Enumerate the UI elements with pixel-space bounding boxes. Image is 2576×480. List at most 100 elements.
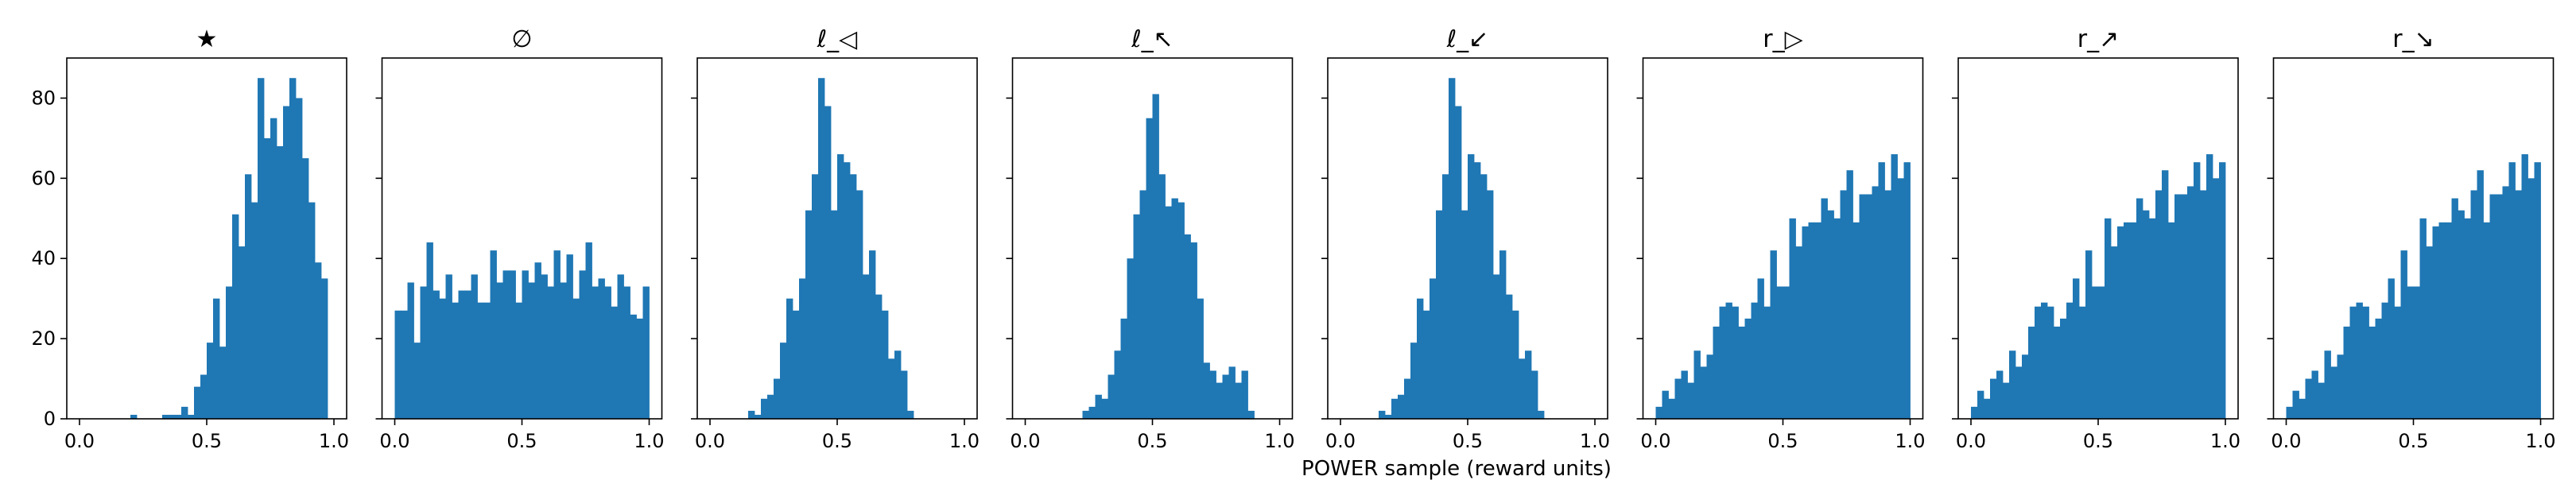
histogram-bar bbox=[302, 158, 309, 420]
bar-series bbox=[130, 78, 328, 420]
histogram-bar bbox=[2343, 326, 2350, 419]
histogram-bar bbox=[894, 350, 902, 419]
panel-5: ℓ_↙ 0.0 0.5 1.0 bbox=[1321, 25, 1610, 452]
histogram-bar bbox=[793, 310, 800, 419]
histogram-bar bbox=[2400, 250, 2407, 419]
histogram-bar bbox=[1878, 162, 1885, 419]
histogram-bar bbox=[413, 343, 421, 419]
histogram-bar bbox=[2451, 198, 2458, 419]
histogram-bar bbox=[1468, 154, 1475, 419]
histogram-bar bbox=[308, 202, 316, 419]
histogram-bar bbox=[2445, 222, 2452, 419]
histogram-bar bbox=[1821, 198, 1828, 419]
histogram-bar bbox=[875, 294, 883, 419]
histogram-bar bbox=[169, 414, 176, 419]
histogram-bar bbox=[1139, 190, 1146, 419]
histogram-bar bbox=[2194, 162, 2201, 419]
histogram-bar bbox=[1732, 306, 1739, 419]
histogram-bar bbox=[1088, 406, 1096, 419]
histogram-bar bbox=[2330, 366, 2337, 419]
histogram-bar bbox=[1700, 366, 1707, 419]
bar-series bbox=[1655, 154, 1911, 420]
histogram-bar bbox=[1423, 310, 1430, 419]
x-tick-label: 1.0 bbox=[2210, 430, 2240, 452]
histogram-bar bbox=[1177, 202, 1185, 419]
x-tick-label: 0.0 bbox=[2271, 430, 2301, 452]
y-tick-label: 40 bbox=[31, 247, 56, 269]
x-tick-label: 0.0 bbox=[1010, 430, 1040, 452]
histogram-bar bbox=[1158, 174, 1166, 420]
histogram-bar bbox=[1538, 410, 1545, 419]
histogram-bar bbox=[258, 78, 265, 419]
histogram-bar bbox=[2394, 306, 2401, 419]
histogram-bar bbox=[623, 286, 630, 419]
histogram-bar bbox=[888, 358, 895, 419]
histogram-bar bbox=[1228, 366, 1236, 419]
histogram-bar bbox=[1751, 302, 1758, 419]
histogram-bar bbox=[755, 414, 762, 419]
histogram-bar bbox=[1977, 390, 1984, 419]
histogram-bar bbox=[1770, 250, 1777, 419]
histogram-bar bbox=[1795, 246, 1802, 419]
histogram-bar bbox=[1719, 306, 1726, 419]
histogram-bar bbox=[1984, 398, 1991, 419]
histogram-bar bbox=[1789, 218, 1796, 419]
x-tick-label: 1.0 bbox=[634, 430, 664, 452]
histogram-bar bbox=[2155, 190, 2163, 419]
histogram-bar bbox=[2311, 370, 2318, 419]
histogram-bar bbox=[1738, 326, 1745, 419]
histogram-bar bbox=[907, 410, 914, 419]
histogram-bar bbox=[194, 386, 201, 419]
histogram-bar bbox=[181, 406, 188, 419]
histogram-bar bbox=[245, 174, 252, 420]
histogram-bar bbox=[509, 270, 516, 419]
x-tick-label: 1.0 bbox=[949, 430, 980, 452]
histogram-bar bbox=[1990, 378, 1997, 419]
histogram-bar bbox=[1442, 174, 1449, 420]
histogram-bar bbox=[1865, 194, 1872, 419]
histogram-bar bbox=[2286, 406, 2293, 419]
histogram-bar bbox=[2124, 222, 2131, 419]
histogram-bar bbox=[277, 145, 284, 420]
histogram-bar bbox=[566, 254, 573, 419]
panel-title: r_↘ bbox=[2392, 25, 2434, 53]
histogram-bar bbox=[1499, 250, 1507, 419]
histogram-bar bbox=[1814, 222, 1821, 419]
histogram-bar bbox=[2388, 278, 2395, 419]
histogram-bar bbox=[1101, 398, 1108, 419]
histogram-bar bbox=[2477, 170, 2484, 420]
histogram-bar bbox=[1872, 186, 1879, 420]
histogram-bar bbox=[219, 346, 227, 419]
histogram-bar bbox=[1391, 398, 1399, 419]
histogram-bar bbox=[2028, 326, 2035, 419]
histogram-bar bbox=[592, 286, 599, 419]
histogram-bar bbox=[2458, 210, 2465, 419]
histogram-bar bbox=[2060, 318, 2067, 419]
histogram-bar bbox=[1461, 210, 1468, 419]
histogram-bar bbox=[1763, 306, 1771, 419]
histogram-bar bbox=[471, 274, 478, 419]
panel-4: ℓ_↖ 0.0 0.5 1.0 bbox=[1006, 25, 1295, 452]
histogram-bar bbox=[2483, 222, 2490, 419]
histogram-bar bbox=[2162, 170, 2169, 420]
histogram-bar bbox=[1725, 302, 1732, 419]
histogram-bar bbox=[2324, 350, 2331, 419]
histogram-bar bbox=[1668, 398, 1675, 419]
histogram-bar bbox=[2337, 354, 2344, 419]
panel-6: r_▷ 0.0 0.5 1.0 bbox=[1636, 25, 1926, 452]
histogram-bar bbox=[2528, 178, 2535, 419]
histogram-bar bbox=[1455, 106, 1462, 419]
histogram-bar bbox=[1222, 374, 1229, 419]
histogram-bar bbox=[1525, 350, 1532, 419]
histogram-bar bbox=[2174, 194, 2182, 419]
histogram-bar bbox=[2521, 154, 2528, 419]
x-tick-label: 0.5 bbox=[2083, 430, 2113, 452]
histogram-bar bbox=[452, 302, 459, 419]
histogram-bar bbox=[636, 318, 643, 419]
histogram-bar bbox=[2368, 326, 2376, 419]
histogram-bar bbox=[502, 270, 510, 419]
histogram-bar bbox=[2200, 190, 2207, 419]
histogram-bar bbox=[1184, 234, 1191, 419]
histogram-bar bbox=[1783, 286, 1790, 419]
